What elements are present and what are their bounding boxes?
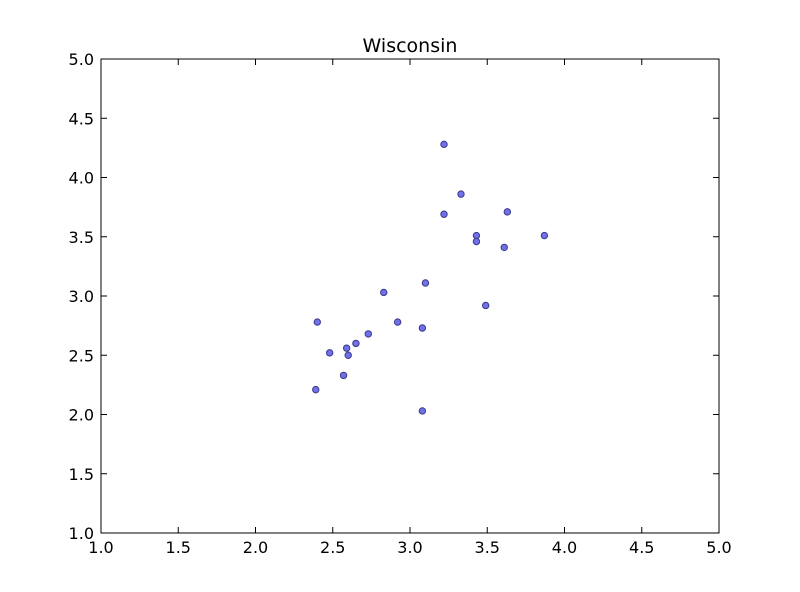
scatter-point — [325, 349, 334, 357]
scatter-point — [418, 407, 427, 415]
y-tick-label: 2.5 — [69, 346, 94, 365]
scatter-point — [440, 210, 448, 218]
x-tick-label: 1.0 — [88, 538, 113, 557]
scatter-point — [421, 279, 430, 287]
scatter-point — [482, 301, 490, 310]
x-tick-label: 1.5 — [166, 538, 191, 557]
x-tick-label: 2.5 — [320, 538, 345, 557]
y-tick-label: 3.5 — [69, 228, 94, 247]
scatter-point — [440, 140, 448, 149]
scatter-point — [457, 190, 465, 198]
scatter-point — [380, 288, 388, 297]
x-tick-label: 5.0 — [706, 538, 731, 557]
y-tick-label: 5.0 — [69, 50, 94, 69]
y-tick-label: 3.0 — [69, 287, 94, 306]
scatter-point — [342, 344, 351, 352]
y-tick-label: 4.5 — [69, 109, 94, 128]
y-tick-label: 4.0 — [69, 169, 94, 188]
scatter-point — [344, 351, 352, 359]
plot-area — [100, 58, 720, 534]
scatter-point — [364, 330, 372, 338]
x-tick-label: 2.0 — [243, 538, 268, 557]
scatter-point — [540, 231, 549, 240]
x-tick-label: 4.5 — [629, 538, 654, 557]
scatter-point — [472, 237, 481, 246]
scatter-point — [503, 208, 512, 216]
y-tick-label: 2.0 — [69, 406, 94, 425]
chart-title: Wisconsin — [363, 35, 458, 57]
data-points — [312, 140, 549, 415]
scatter-point — [312, 385, 320, 394]
scatter-point — [313, 318, 321, 326]
x-tick-label: 3.5 — [475, 538, 500, 557]
x-tick-label: 4.0 — [552, 538, 577, 557]
scatter-point — [500, 243, 508, 252]
x-tick-label: 3.0 — [397, 538, 422, 557]
axis-ticks: 1.0 1.5 2.0 2.5 3.0 3.5 4.0 4.5 5.0 1.0 1.5 2.0 2.5 3… — [69, 50, 732, 557]
scatter-point — [352, 339, 360, 348]
scatter-point — [339, 371, 348, 380]
scatter-point — [418, 324, 427, 332]
scatter-point — [393, 318, 402, 326]
y-tick-label: 1.0 — [69, 524, 94, 543]
y-tick-label: 1.5 — [69, 465, 94, 484]
